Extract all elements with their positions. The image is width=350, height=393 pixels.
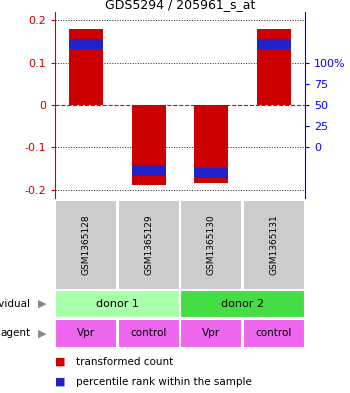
Text: donor 1: donor 1 [96, 299, 139, 309]
Bar [257, 29, 291, 105]
Bar [118, 200, 180, 290]
Bar [257, 39, 291, 49]
Text: GSM1365128: GSM1365128 [82, 215, 91, 275]
Bar [69, 29, 104, 105]
Text: Vpr: Vpr [202, 329, 220, 338]
Text: ▶: ▶ [38, 329, 46, 338]
Text: ■: ■ [55, 357, 65, 367]
Title: GDS5294 / 205961_s_at: GDS5294 / 205961_s_at [105, 0, 255, 11]
Text: GSM1365129: GSM1365129 [144, 215, 153, 275]
Text: ■: ■ [55, 376, 65, 387]
Bar [194, 105, 229, 183]
Text: individual: individual [0, 299, 30, 309]
Text: GSM1365131: GSM1365131 [269, 215, 278, 275]
Text: GSM1365130: GSM1365130 [207, 215, 216, 275]
Text: donor 2: donor 2 [221, 299, 264, 309]
Bar [243, 200, 305, 290]
Bar [55, 319, 117, 348]
Text: ▶: ▶ [38, 299, 46, 309]
Bar [55, 200, 117, 290]
Bar [118, 319, 180, 348]
Bar [132, 165, 166, 176]
Bar [180, 319, 242, 348]
Bar [132, 105, 166, 185]
Text: Vpr: Vpr [77, 329, 95, 338]
Text: agent: agent [0, 329, 30, 338]
Text: control: control [131, 329, 167, 338]
Bar [180, 200, 242, 290]
Bar [180, 290, 305, 318]
Bar [243, 319, 305, 348]
Text: percentile rank within the sample: percentile rank within the sample [76, 376, 252, 387]
Text: control: control [256, 329, 292, 338]
Text: transformed count: transformed count [76, 357, 173, 367]
Bar [55, 290, 180, 318]
Bar [194, 167, 229, 178]
Bar [69, 39, 104, 49]
